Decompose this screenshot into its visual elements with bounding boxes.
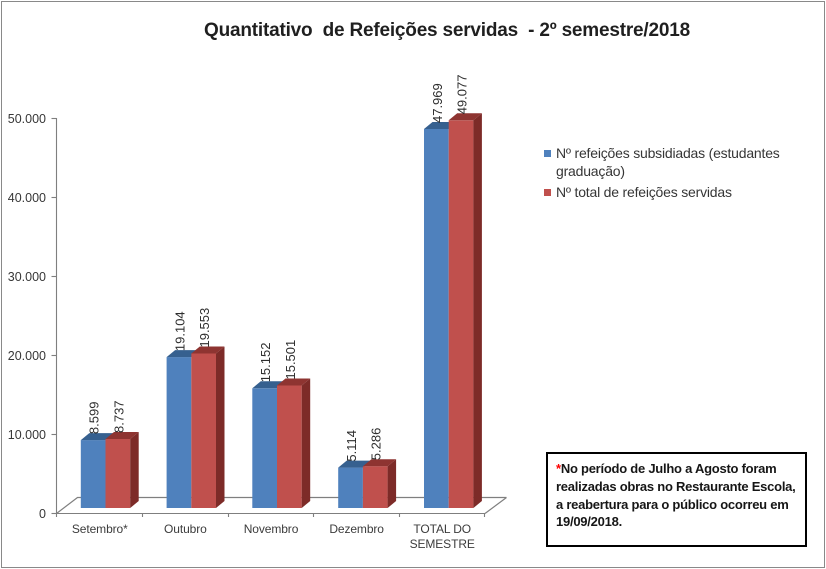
svg-text:47.969: 47.969 bbox=[430, 83, 445, 123]
svg-text:5.286: 5.286 bbox=[369, 428, 384, 461]
svg-text:8.737: 8.737 bbox=[111, 400, 126, 433]
svg-text:49.077: 49.077 bbox=[455, 75, 470, 115]
svg-text:19.553: 19.553 bbox=[197, 308, 212, 348]
svg-text:19.104: 19.104 bbox=[172, 311, 187, 351]
svg-text:15.501: 15.501 bbox=[283, 340, 298, 380]
svg-text:8.599: 8.599 bbox=[87, 402, 102, 435]
svg-text:15.152: 15.152 bbox=[258, 343, 273, 383]
svg-text:5.114: 5.114 bbox=[344, 430, 359, 462]
